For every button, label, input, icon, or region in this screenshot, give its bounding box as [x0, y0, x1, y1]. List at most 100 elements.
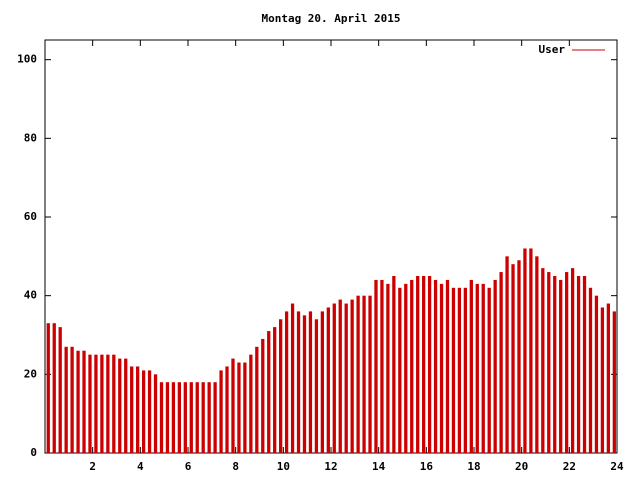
bar	[273, 327, 277, 453]
bar	[350, 299, 354, 453]
bar	[177, 382, 181, 453]
bar	[410, 279, 414, 453]
bar	[386, 283, 390, 453]
bar	[404, 283, 408, 453]
bar	[326, 307, 330, 453]
y-tick-label: 20	[24, 367, 37, 380]
bar	[362, 295, 366, 453]
bar	[100, 354, 104, 453]
bar	[106, 354, 110, 453]
bar	[463, 287, 467, 453]
bar	[570, 268, 575, 453]
bar	[612, 311, 616, 453]
bar	[46, 323, 50, 453]
bar	[267, 331, 271, 453]
x-tick-label: 22	[563, 460, 576, 473]
x-tick-label: 20	[515, 460, 528, 473]
bar	[189, 382, 193, 453]
bar	[195, 382, 199, 453]
bar	[427, 276, 432, 453]
bar	[261, 338, 265, 453]
bar	[290, 303, 295, 453]
bar	[451, 287, 456, 453]
bar	[380, 279, 384, 453]
y-tick-label: 40	[24, 289, 37, 302]
bar	[422, 276, 426, 453]
x-tick-label: 14	[372, 460, 386, 473]
bar	[165, 382, 170, 453]
bar	[368, 295, 372, 453]
bar	[493, 279, 497, 453]
bar	[141, 370, 146, 453]
bar	[308, 311, 313, 453]
x-tick-label: 10	[277, 460, 290, 473]
x-tick-label: 24	[610, 460, 624, 473]
bar	[153, 374, 158, 453]
bar	[576, 276, 581, 453]
bar	[171, 382, 176, 453]
bar	[594, 295, 599, 453]
bar	[58, 327, 62, 453]
bar	[130, 366, 134, 453]
bar	[553, 276, 557, 453]
bar	[469, 279, 473, 453]
bar	[505, 256, 509, 453]
bar	[231, 358, 235, 453]
bar	[433, 279, 438, 453]
y-tick-label: 0	[30, 446, 37, 459]
bar	[523, 248, 527, 453]
x-tick-label: 18	[467, 460, 480, 473]
bar	[481, 283, 485, 453]
bar	[201, 382, 205, 453]
bar	[225, 366, 229, 453]
bar	[255, 346, 259, 453]
bar	[445, 279, 450, 453]
bar	[183, 382, 187, 453]
bar	[344, 303, 348, 453]
y-tick-label: 100	[17, 53, 37, 66]
bar	[249, 354, 253, 453]
bar	[565, 272, 569, 453]
bar	[439, 283, 444, 453]
bar	[356, 295, 360, 453]
bar	[136, 366, 140, 453]
bar	[147, 370, 152, 453]
bar	[374, 279, 378, 453]
bar	[284, 311, 289, 453]
x-tick-label: 4	[137, 460, 144, 473]
bar	[243, 362, 247, 453]
bar	[213, 382, 217, 453]
bar	[338, 299, 342, 453]
bar	[237, 362, 241, 453]
bar	[487, 287, 491, 453]
bar	[88, 354, 92, 453]
chart-title: Montag 20. April 2015	[261, 12, 400, 25]
bar	[118, 358, 122, 453]
bar	[296, 311, 301, 453]
bar	[547, 272, 551, 453]
bar	[279, 319, 283, 453]
bar	[64, 346, 68, 453]
bar	[112, 354, 116, 453]
legend-label: User	[539, 43, 566, 56]
bar	[582, 276, 587, 453]
bar	[124, 358, 128, 453]
bar	[219, 370, 223, 453]
bar	[207, 382, 211, 453]
bar	[76, 350, 80, 453]
bar	[517, 260, 521, 453]
x-tick-label: 8	[232, 460, 239, 473]
x-tick-label: 6	[185, 460, 192, 473]
bar	[52, 323, 56, 453]
bar	[398, 287, 402, 453]
bar	[94, 354, 98, 453]
bar	[499, 272, 503, 453]
bar	[82, 350, 86, 453]
bar	[511, 264, 515, 453]
bar	[588, 287, 593, 453]
bar	[529, 248, 533, 453]
bar	[541, 268, 545, 453]
bar	[457, 287, 462, 453]
bar	[332, 303, 336, 453]
x-tick-label: 16	[420, 460, 434, 473]
